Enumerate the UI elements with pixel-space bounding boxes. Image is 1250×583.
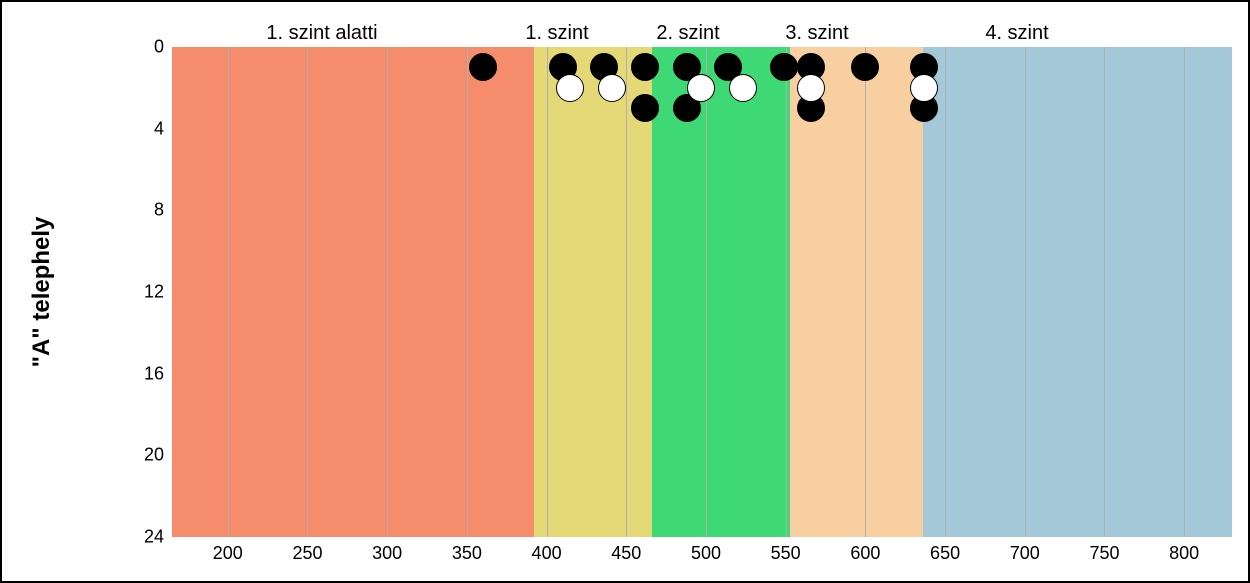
band-label: 3. szint [785,22,848,45]
data-marker [556,74,584,102]
gridline [228,47,229,537]
gridline [706,47,707,537]
gridline [865,47,866,537]
y-axis-label: "A" telephely [28,216,56,367]
data-marker [910,74,938,102]
y-tick-label: 0 [154,37,172,58]
x-tick-label: 750 [1089,537,1119,564]
gridline [1104,47,1105,537]
x-tick-label: 650 [930,537,960,564]
x-tick-label: 300 [372,537,402,564]
gridline [626,47,627,537]
y-tick-label: 4 [154,118,172,139]
data-marker [631,94,659,122]
gridline [1025,47,1026,537]
x-tick-label: 500 [691,537,721,564]
gridline [307,47,308,537]
y-tick-label: 8 [154,200,172,221]
x-tick-label: 700 [1010,537,1040,564]
y-tick-label: 12 [144,282,172,303]
y-tick-label: 16 [144,363,172,384]
data-marker [598,74,626,102]
x-tick-label: 600 [850,537,880,564]
data-marker [729,74,757,102]
data-marker [469,53,497,81]
x-tick-label: 200 [213,537,243,564]
gridline [786,47,787,537]
level-band [172,47,534,537]
y-tick-label: 20 [144,445,172,466]
data-marker [631,53,659,81]
x-tick-label: 350 [452,537,482,564]
gridline [387,47,388,537]
chart-frame: "A" telephely 20025030035040045050055060… [0,0,1250,583]
data-marker [687,74,715,102]
x-tick-label: 250 [292,537,322,564]
band-label: 2. szint [656,22,719,45]
data-marker [797,74,825,102]
plot-area: 2002503003504004505005506006507007508000… [172,47,1232,537]
data-marker [851,53,879,81]
level-band [534,47,652,537]
band-label: 4. szint [985,22,1048,45]
band-label: 1. szint alatti [266,22,377,45]
y-tick-label: 24 [144,527,172,548]
gridline [547,47,548,537]
level-band [923,47,1232,537]
band-label: 1. szint [525,22,588,45]
x-tick-label: 450 [611,537,641,564]
level-band [652,47,791,537]
gridline [1184,47,1185,537]
data-marker [770,53,798,81]
gridline [945,47,946,537]
gridline [467,47,468,537]
x-tick-label: 550 [771,537,801,564]
x-tick-label: 800 [1169,537,1199,564]
x-tick-label: 400 [532,537,562,564]
